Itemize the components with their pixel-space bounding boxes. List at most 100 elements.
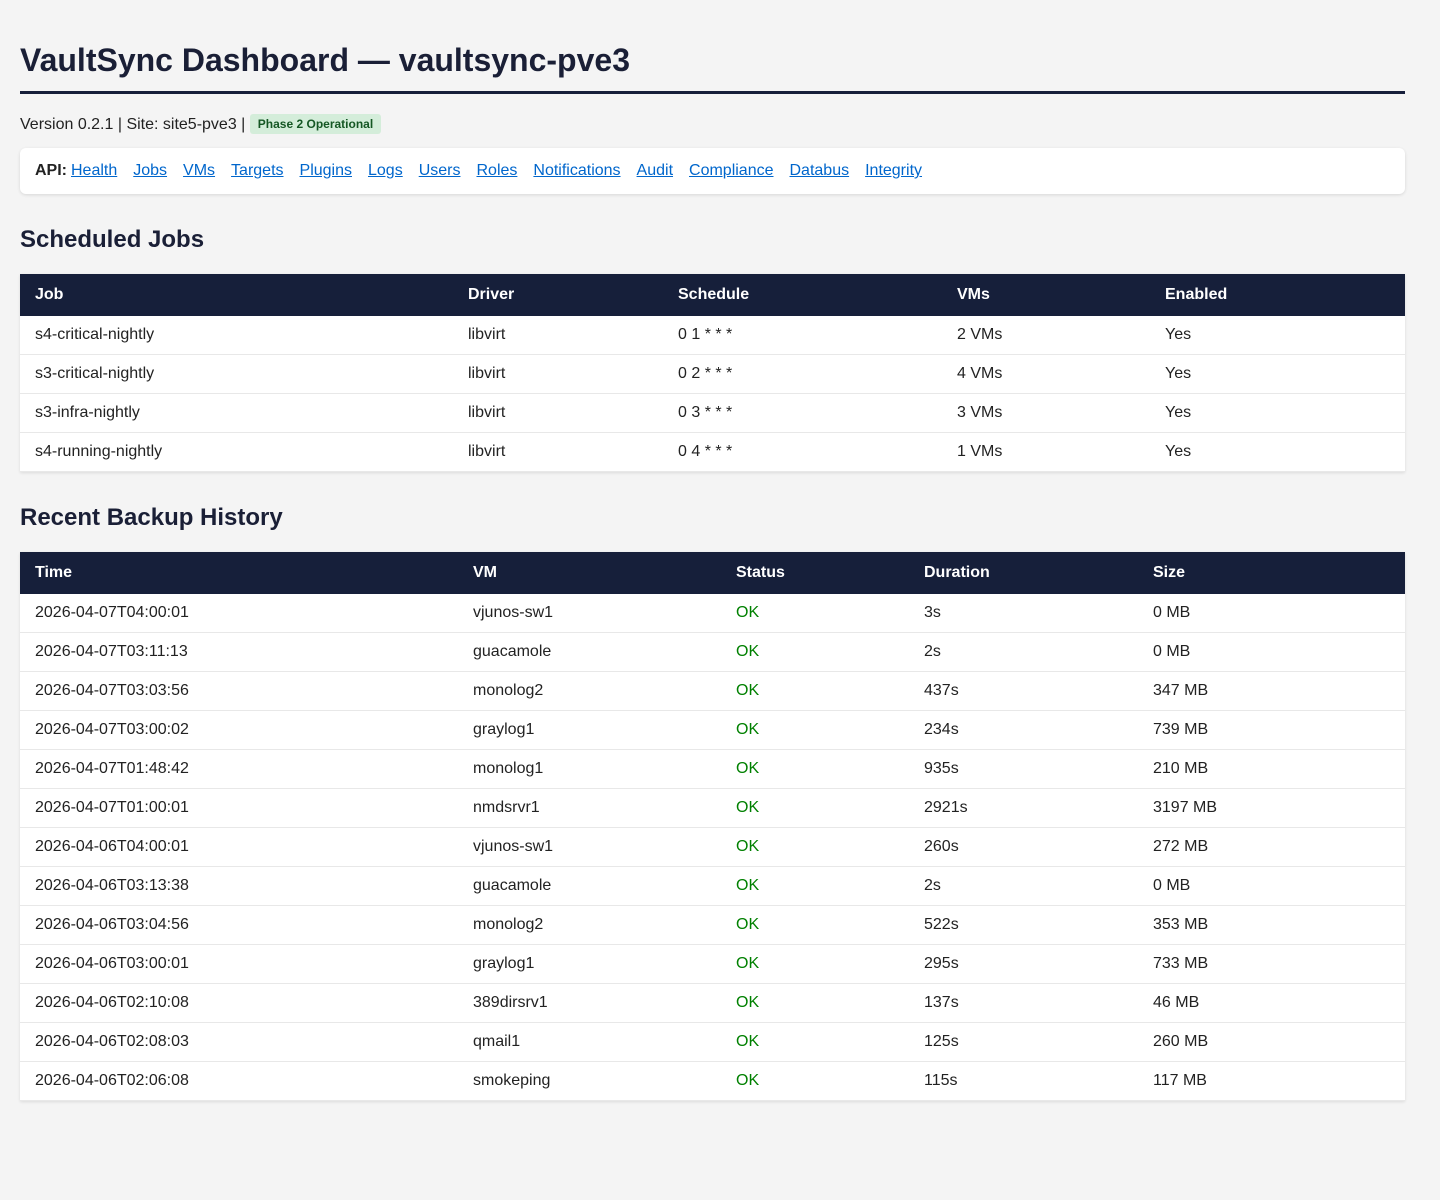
table-cell: s4-running-nightly (20, 432, 453, 472)
table-cell: libvirt (453, 432, 663, 472)
table-cell: OK (721, 594, 909, 633)
nav-label: API: (35, 162, 67, 179)
table-row: 2026-04-07T03:11:13 guacamole OK 2s 0 MB (20, 632, 1405, 672)
table-row: 2026-04-06T02:06:08 smokeping OK 115s 117 MB (20, 1061, 1405, 1101)
table-cell: 2026-04-06T02:10:08 (20, 983, 458, 1023)
table-cell: 2026-04-06T02:06:08 (20, 1061, 458, 1101)
table-cell: libvirt (453, 393, 663, 433)
header-row: Job Driver Schedule VMs Enabled (20, 274, 1405, 316)
table-cell: 2026-04-07T03:11:13 (20, 632, 458, 672)
table-cell: 353 MB (1138, 905, 1405, 945)
table-row: 2026-04-06T02:10:08 389dirsrv1 OK 137s 46 MB (20, 983, 1405, 1023)
table-cell: smokeping (458, 1061, 721, 1101)
table-cell: OK (721, 671, 909, 711)
table-row: 2026-04-06T03:13:38 guacamole OK 2s 0 MB (20, 866, 1405, 906)
table-cell: 4 VMs (942, 354, 1150, 394)
table-cell: 347 MB (1138, 671, 1405, 711)
table-cell: graylog1 (458, 944, 721, 984)
table-cell: libvirt (453, 354, 663, 394)
table-cell: Yes (1150, 432, 1405, 472)
table-cell: 437s (909, 671, 1138, 711)
header-row: Time VM Status Duration Size (20, 552, 1405, 594)
table-cell: 2026-04-07T04:00:01 (20, 594, 458, 633)
nav-link[interactable]: Notifications (533, 162, 621, 179)
table-cell: vjunos-sw1 (458, 594, 721, 633)
nav-link[interactable]: Compliance (689, 162, 774, 179)
table-cell: OK (721, 827, 909, 867)
table-cell: 137s (909, 983, 1138, 1023)
nav-link[interactable]: Plugins (299, 162, 352, 179)
table-cell: OK (721, 710, 909, 750)
nav-link[interactable]: Audit (636, 162, 674, 179)
column-header: Time (20, 552, 458, 594)
table-row: 2026-04-07T03:03:56 monolog2 OK 437s 347 MB (20, 671, 1405, 711)
table-cell: vjunos-sw1 (458, 827, 721, 867)
table-cell: 733 MB (1138, 944, 1405, 984)
table-row: s4-running-nightly libvirt 0 4 * * * 1 VMs Y… (20, 432, 1405, 472)
nav-link[interactable]: Databus (789, 162, 850, 179)
table-row: 2026-04-06T03:00:01 graylog1 OK 295s 733 MB (20, 944, 1405, 984)
table-cell: 2026-04-07T01:00:01 (20, 788, 458, 828)
table-cell: guacamole (458, 632, 721, 672)
page-title: VaultSync Dashboard — vaultsync-pve3 (20, 42, 1405, 94)
table-cell: 2921s (909, 788, 1138, 828)
table-cell: 125s (909, 1022, 1138, 1062)
table-row: 2026-04-07T01:48:42 monolog1 OK 935s 210 MB (20, 749, 1405, 789)
table-cell: libvirt (453, 316, 663, 355)
api-nav: API: Health Jobs VMs Targets Plugins Logs Users… (20, 148, 1405, 194)
column-header: VMs (942, 274, 1150, 316)
table-cell: s3-infra-nightly (20, 393, 453, 433)
table-cell: 1 VMs (942, 432, 1150, 472)
table-cell: s3-critical-nightly (20, 354, 453, 394)
info-line: Version 0.2.1 | Site: site5-pve3 | Phase… (20, 114, 1405, 134)
nav-link[interactable]: Logs (368, 162, 403, 179)
table-cell: 46 MB (1138, 983, 1405, 1023)
table-cell: 2026-04-07T03:03:56 (20, 671, 458, 711)
table-cell: 260 MB (1138, 1022, 1405, 1062)
table-row: 2026-04-06T03:04:56 monolog2 OK 522s 353 MB (20, 905, 1405, 945)
table-cell: 0 MB (1138, 866, 1405, 906)
nav-link[interactable]: VMs (183, 162, 216, 179)
table-body: s4-critical-nightly libvirt 0 1 * * * 2 VMs… (20, 316, 1405, 472)
nav-link[interactable]: Targets (231, 162, 284, 179)
status-badge: Phase 2 Operational (249, 114, 382, 134)
table-cell: 260s (909, 827, 1138, 867)
table-cell: OK (721, 788, 909, 828)
table-cell: s4-critical-nightly (20, 316, 453, 355)
table-cell: 295s (909, 944, 1138, 984)
column-header: VM (458, 552, 721, 594)
table-cell: 2026-04-06T03:00:01 (20, 944, 458, 984)
content: VaultSync Dashboard — vaultsync-pve3 Ver… (20, 42, 1405, 1101)
table-cell: 935s (909, 749, 1138, 789)
table-cell: monolog1 (458, 749, 721, 789)
table-cell: 0 MB (1138, 632, 1405, 672)
column-header: Duration (909, 552, 1138, 594)
nav-link[interactable]: Health (71, 162, 118, 179)
column-header: Schedule (663, 274, 942, 316)
table-cell: 3s (909, 594, 1138, 633)
table-cell: 117 MB (1138, 1061, 1405, 1101)
table-cell: Yes (1150, 393, 1405, 433)
table-row: s4-critical-nightly libvirt 0 1 * * * 2 VMs… (20, 316, 1405, 355)
column-header: Enabled (1150, 274, 1405, 316)
section-title: Scheduled Jobs (20, 226, 205, 253)
table-cell: 2026-04-06T03:04:56 (20, 905, 458, 945)
section-title: Recent Backup History (20, 504, 283, 531)
table-cell: 0 MB (1138, 594, 1405, 633)
table-cell: OK (721, 1022, 909, 1062)
table-cell: OK (721, 983, 909, 1023)
table-cell: 2026-04-06T02:08:03 (20, 1022, 458, 1062)
nav-link[interactable]: Roles (476, 162, 518, 179)
table-body: 2026-04-07T04:00:01 vjunos-sw1 OK 3s 0 MB 202… (20, 594, 1405, 1101)
nav-link[interactable]: Jobs (133, 162, 168, 179)
table-cell: 522s (909, 905, 1138, 945)
table-head: Job Driver Schedule VMs Enabled (20, 274, 1405, 316)
scroll-container: VaultSync Dashboard — vaultsync-pve3 Ver… (20, 42, 1405, 1101)
table-row: 2026-04-07T03:00:02 graylog1 OK 234s 739 MB (20, 710, 1405, 750)
nav-link[interactable]: Users (418, 162, 461, 179)
nav-link[interactable]: Integrity (865, 162, 923, 179)
table-cell: Yes (1150, 354, 1405, 394)
table-cell: 2s (909, 632, 1138, 672)
